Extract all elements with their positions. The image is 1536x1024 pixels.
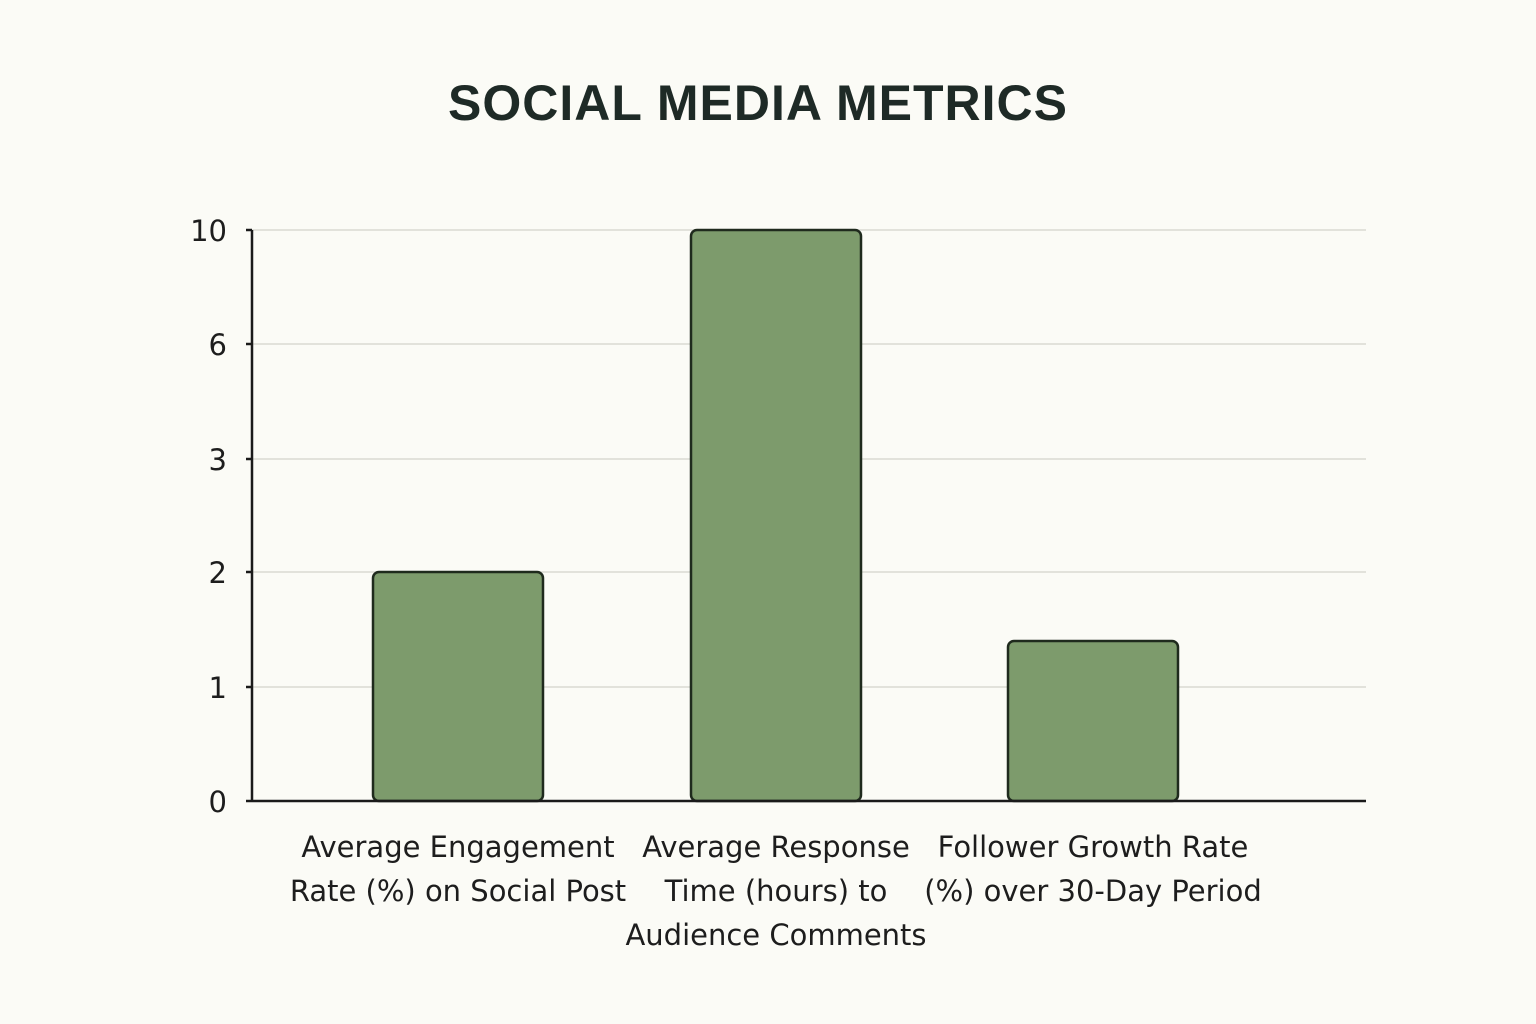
category-label-line: Average Engagement (301, 830, 614, 864)
chart-title: SOCIAL MEDIA METRICS (448, 75, 1068, 131)
category-label-line: Time (hours) to (664, 874, 888, 908)
y-tick-label: 0 (209, 785, 227, 819)
y-tick-label: 2 (209, 556, 227, 590)
category-label-line: Follower Growth Rate (938, 830, 1249, 864)
category-label-line: (%) over 30-Day Period (924, 874, 1262, 908)
category-label-line: Rate (%) on Social Post (290, 874, 626, 908)
y-tick-label: 10 (190, 214, 227, 248)
bar-3 (1006, 639, 1180, 803)
bars (371, 228, 1180, 803)
y-tick-label: 6 (209, 328, 227, 362)
category-label-1: Average Engagement Rate (%) on Social Pos… (290, 830, 626, 908)
category-label-line: Average Response (642, 830, 910, 864)
y-tick-labels: 0 1 2 3 6 10 (190, 214, 227, 819)
category-labels: Average Engagement Rate (%) on Social Pos… (290, 830, 1262, 952)
category-label-line: Audience Comments (625, 918, 926, 952)
category-label-2: Average Response Time (hours) to Audience … (625, 830, 926, 952)
y-tick-label: 3 (209, 443, 227, 477)
bar-1 (371, 570, 545, 803)
category-label-3: Follower Growth Rate (%) over 30-Day Peri… (924, 830, 1262, 908)
axes (250, 230, 1366, 803)
bar-2 (689, 228, 863, 803)
y-tick-label: 1 (209, 671, 227, 705)
